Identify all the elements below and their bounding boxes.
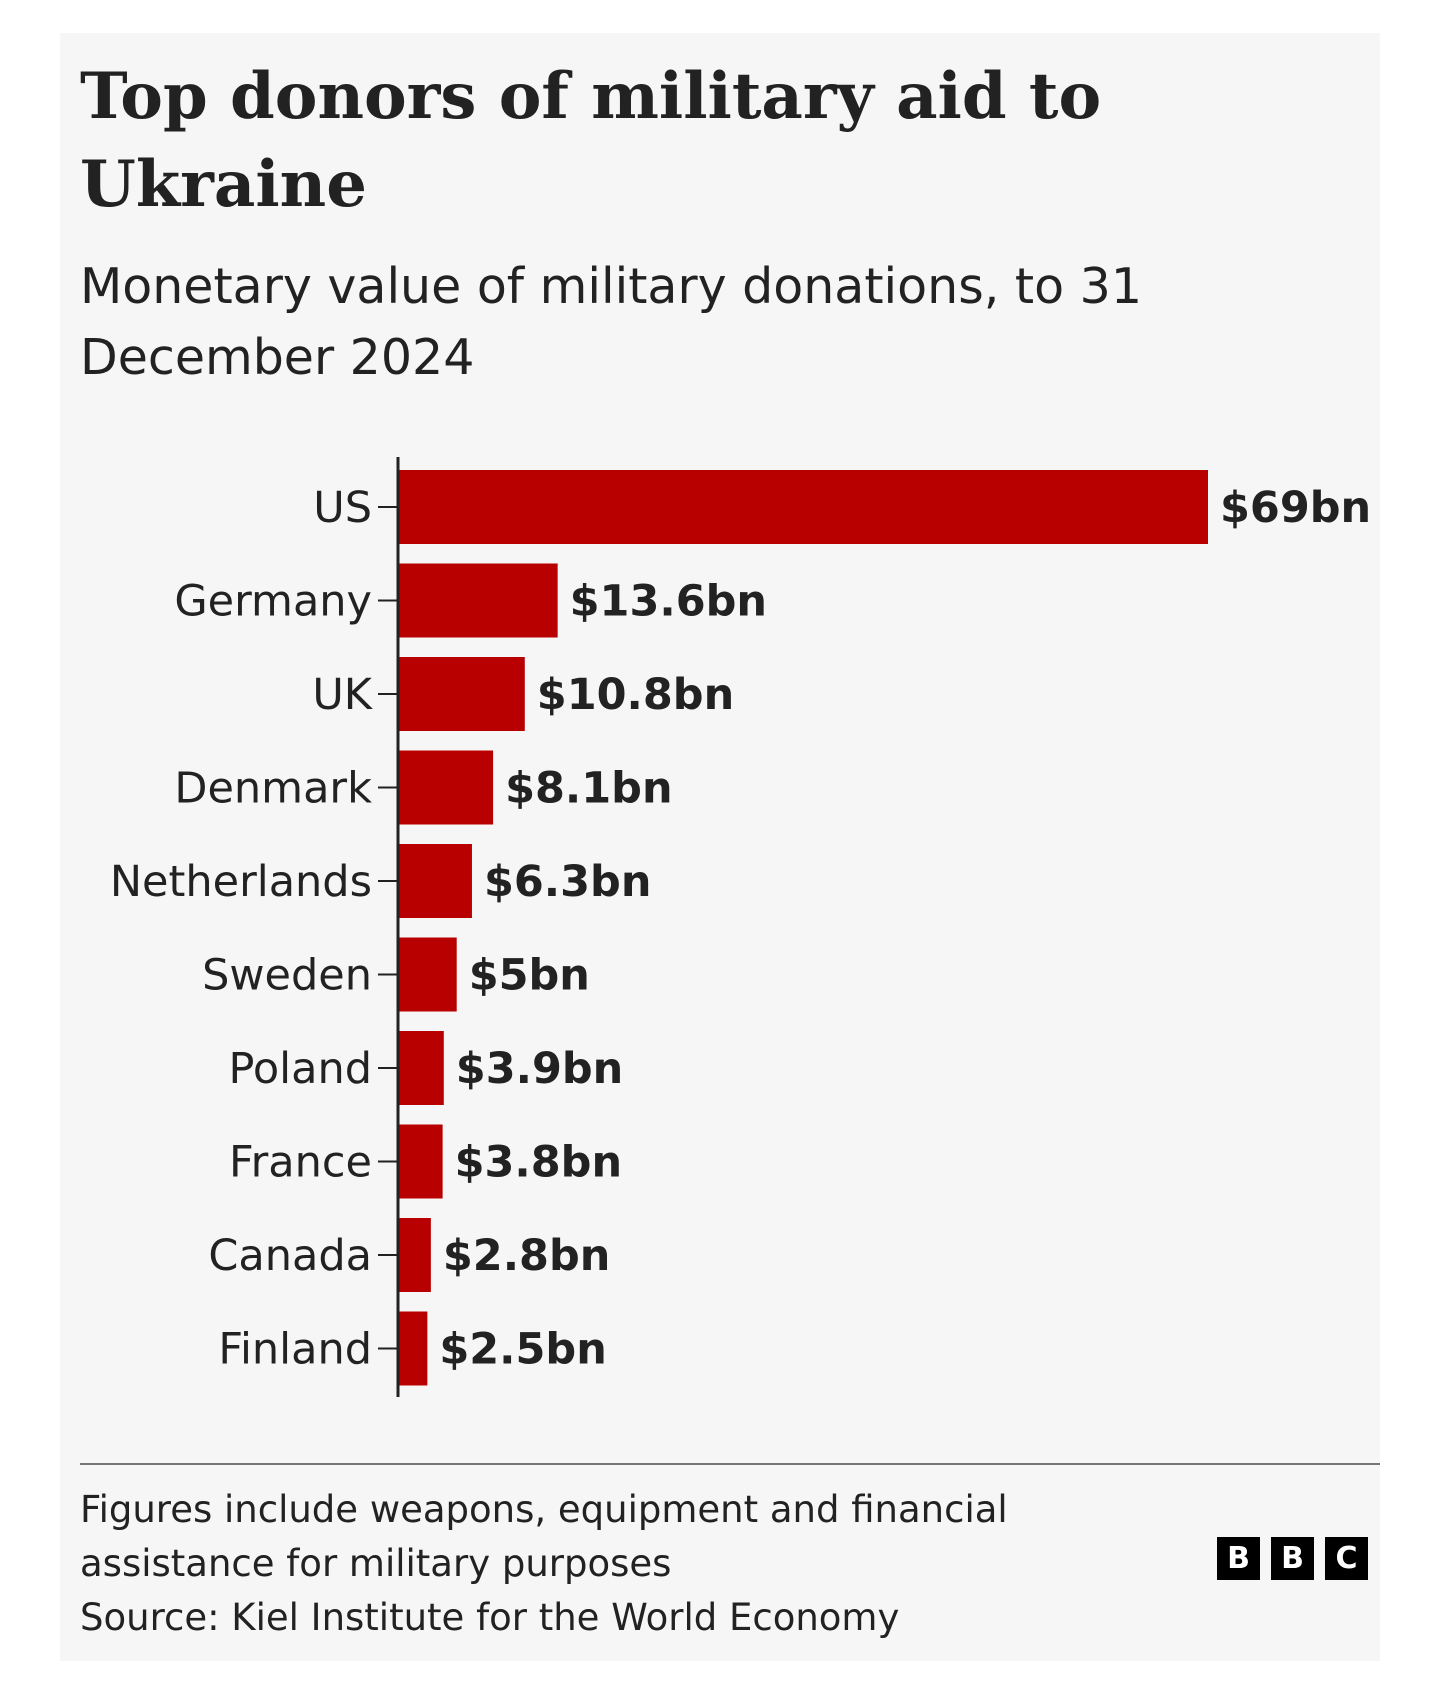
bar <box>398 844 472 918</box>
category-label: Finland <box>218 1325 372 1375</box>
footer-source: Source: Kiel Institute for the World Eco… <box>80 1596 900 1639</box>
category-label: Germany <box>174 577 372 627</box>
footer-note-line1: Figures include weapons, equipment and f… <box>80 1488 1008 1531</box>
data-label: $69bn <box>1220 483 1371 533</box>
data-label: $6.3bn <box>484 857 652 907</box>
bar <box>398 1031 444 1105</box>
logo-letter: C <box>1325 1537 1368 1580</box>
data-label: $10.8bn <box>537 670 734 720</box>
bar <box>398 1124 443 1199</box>
category-label: Denmark <box>174 764 372 814</box>
data-label: $5bn <box>469 951 590 1001</box>
bar <box>398 750 494 825</box>
category-label: Poland <box>228 1044 372 1094</box>
bar <box>398 1311 428 1386</box>
bar <box>398 470 1208 544</box>
data-label: $3.8bn <box>455 1138 623 1188</box>
logo-letter: B <box>1271 1537 1314 1580</box>
chart-subtitle: Monetary value of military donations, to… <box>80 258 1142 386</box>
data-label: $2.5bn <box>439 1325 607 1375</box>
category-label: France <box>229 1138 372 1188</box>
data-label: $8.1bn <box>505 764 672 814</box>
bbc-logo: B B C <box>1217 1537 1368 1580</box>
footer-note-line2: assistance for military purposes <box>80 1542 672 1585</box>
chart-title: Top donors of military aid to Ukraine <box>80 59 1102 222</box>
category-label: Sweden <box>202 951 372 1001</box>
category-label: UK <box>312 670 373 720</box>
bar <box>398 937 457 1012</box>
data-label: $3.9bn <box>456 1044 623 1094</box>
category-label: US <box>313 483 372 533</box>
data-label: $13.6bn <box>570 577 767 627</box>
chart-panel: Top donors of military aid to Ukraine Mo… <box>60 33 1380 1661</box>
bar <box>398 657 525 731</box>
footer-divider <box>80 1463 1380 1465</box>
category-label: Netherlands <box>110 857 372 907</box>
footer: Figures include weapons, equipment and f… <box>80 1483 1008 1645</box>
bar <box>398 1218 431 1292</box>
category-label: Canada <box>208 1231 372 1281</box>
bar-chart: US $69bn Germany $13.6bn UK $10.8bn Denmark $8.… <box>110 457 1371 1397</box>
logo-letter: B <box>1217 1537 1260 1580</box>
bar <box>398 563 558 638</box>
data-label: $2.8bn <box>443 1231 611 1281</box>
